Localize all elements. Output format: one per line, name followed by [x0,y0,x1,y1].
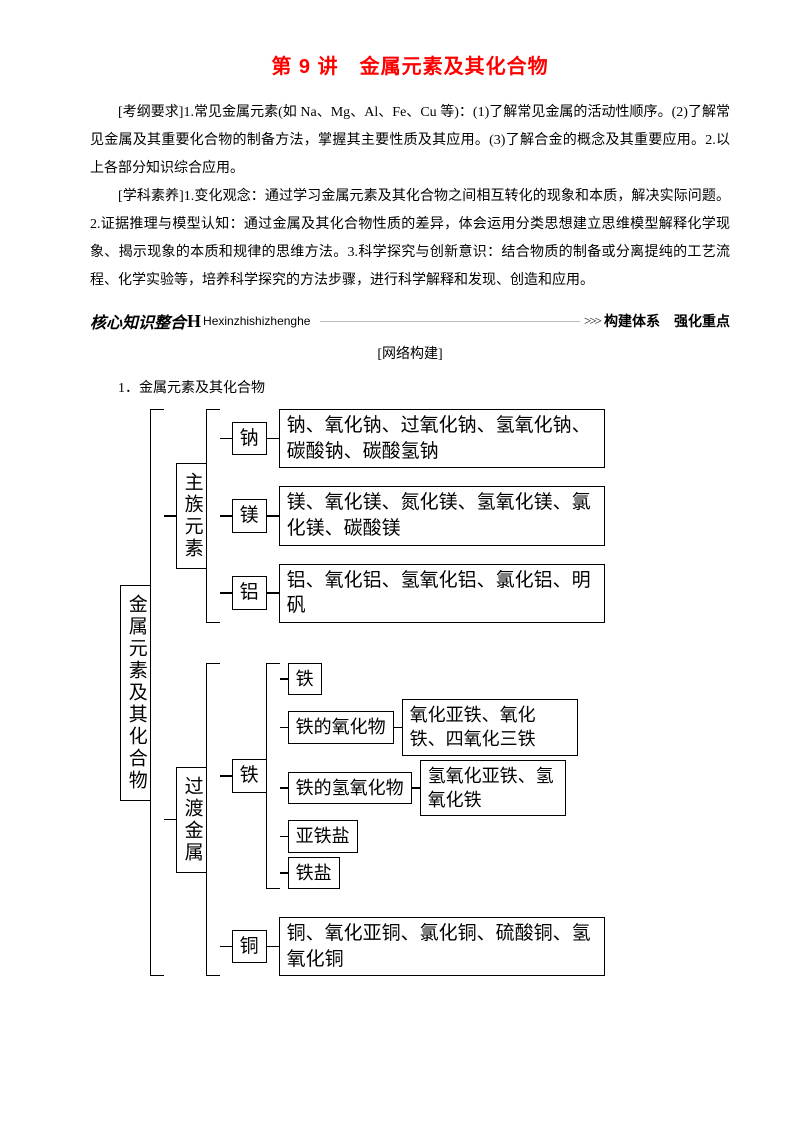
connector-line [267,438,279,440]
cu-compounds: 铜、氧化亚铜、氯化铜、硫酸铜、氢氧化铜 [279,917,605,976]
mg-compounds: 镁、氧化镁、氮化镁、氢氧化镁、氯化镁、碳酸镁 [279,486,605,545]
fe-item-a: 铁 [288,663,322,695]
subject-literacy-paragraph: [学科素养]1.变化观念：通过学习金属元素及其化合物之间相互转化的现象和本质，解… [90,183,730,295]
connector-line [394,727,402,729]
connector-line [280,872,288,874]
fe-item-b: 铁的氧化物 [288,711,394,743]
fe-item-c-detail: 氢氧化亚铁、氢氧化铁 [420,760,566,817]
section-left-label: 核心知识整合 [90,309,186,333]
connector-line [220,515,232,517]
transition-metal-node: 过渡金属 [176,767,207,873]
fe-item-c: 铁的氢氧化物 [288,772,412,804]
fe-item-b-detail: 氧化亚铁、氧化铁、四氧化三铁 [402,699,578,756]
na-compounds: 钠、氧化钠、过氧化钠、氢氧化钠、碳酸钠、碳酸氢钠 [279,409,605,468]
cu-node: 铜 [232,930,267,964]
section-pinyin: Hexinzhishizhenghe [203,314,310,328]
connector-line [267,946,279,948]
bracket-main-group [206,409,220,623]
section-header-bar: 核心知识整合 H Hexinzhishizhenghe >>> 构建体系 强化重… [90,309,730,333]
bracket-transition [206,663,220,976]
connector-line [280,836,288,838]
connector-line [164,819,176,821]
mg-node: 镁 [232,499,267,533]
connector-line [280,678,288,680]
main-group-node: 主族元素 [176,463,207,569]
bracket-fe [266,663,280,889]
al-node: 铝 [232,576,267,610]
connector-line [220,592,232,594]
section-dotted-divider [320,320,580,322]
connector-line [280,787,288,789]
connector-line [220,775,232,777]
arrow-icon: >>> [584,313,600,329]
connector-line [280,727,288,729]
exam-requirements-paragraph: [考纲要求]1.常见金属元素(如 Na、Mg、Al、Fe、Cu 等)：(1)了解… [90,99,730,183]
al-compounds: 铝、氧化铝、氢氧化铝、氯化铝、明矾 [279,564,605,623]
bracket-level-1 [150,409,164,976]
connector-line [267,592,279,594]
connector-line [412,787,420,789]
fe-item-e: 铁盐 [288,857,340,889]
fe-node: 铁 [232,759,267,793]
connector-line [220,946,232,948]
network-build-subheading: [网络构建] [90,343,730,363]
na-node: 钠 [232,422,267,456]
concept-map: 金属元素及其化合物 主族元素 钠 [120,409,730,976]
document-page: 第 9 讲 金属元素及其化合物 [考纲要求]1.常见金属元素(如 Na、Mg、A… [0,0,800,1006]
section-divider-h: H [187,311,201,332]
fe-item-d: 亚铁盐 [288,820,358,852]
connector-line [164,515,176,517]
list-item-1: 1．金属元素及其化合物 [90,377,730,397]
connector-line [220,438,232,440]
root-node: 金属元素及其化合物 [120,585,151,801]
lesson-title: 第 9 讲 金属元素及其化合物 [90,50,730,79]
connector-line [267,515,279,517]
section-right-label: 构建体系 强化重点 [604,311,730,331]
